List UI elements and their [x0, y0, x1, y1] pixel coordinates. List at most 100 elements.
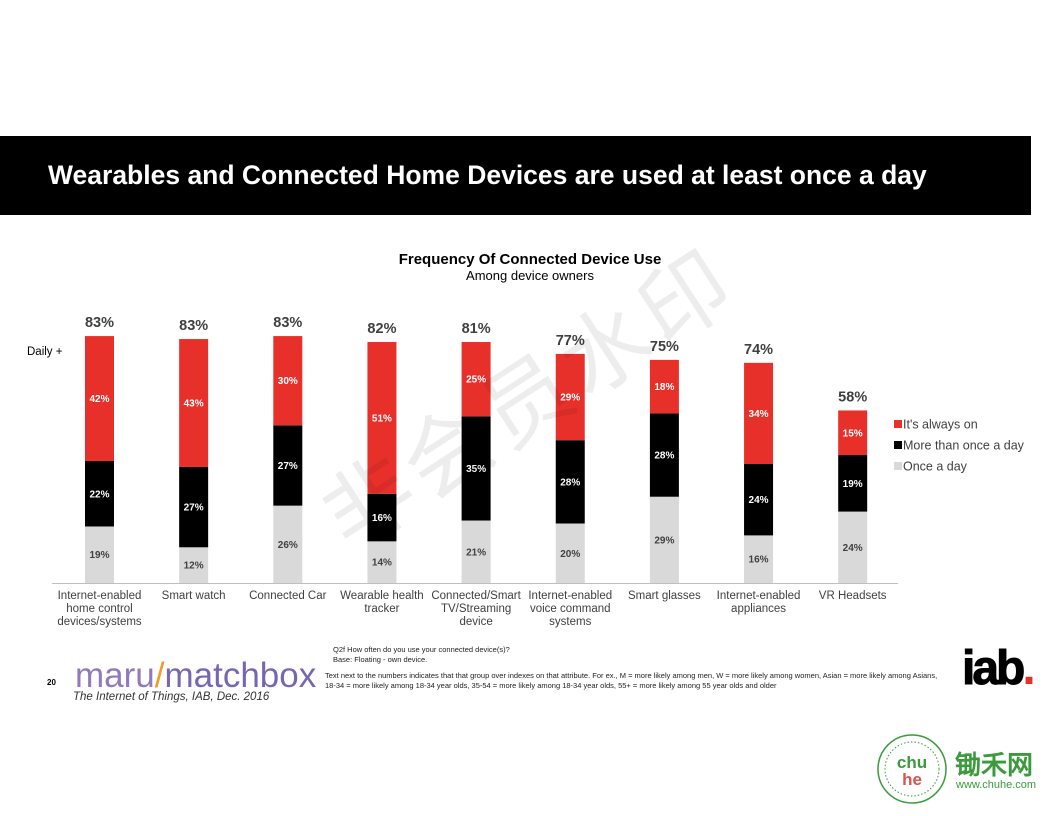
logo-matchbox-text: matchbox	[164, 656, 317, 695]
data-label-value: 12	[184, 561, 196, 572]
category-label: Connected/Smart TV/Streaming device	[431, 590, 521, 628]
data-label-once-a-day: 16%	[749, 555, 769, 566]
data-label-value: 29	[654, 535, 666, 546]
total-value: 83	[85, 315, 101, 331]
category-label: Wearable health tracker	[340, 590, 424, 615]
data-label-value: 28	[654, 451, 666, 462]
bar-segment-once-a-day	[273, 505, 303, 583]
logo-maru-text: maru	[75, 656, 155, 695]
bar-total-label: 83%	[273, 315, 302, 331]
chuhe-brand-name: 锄禾网	[955, 751, 1034, 781]
bar-segment-once-a-day	[555, 523, 585, 583]
data-label-value: 20	[560, 549, 572, 560]
data-label-suffix: %	[477, 547, 486, 558]
data-label-it-s-always-on: 25%	[466, 375, 486, 386]
bar-segment-it-s-always-on	[461, 342, 491, 417]
total-suffix: %	[195, 318, 208, 334]
bar-segment-once-a-day	[367, 541, 397, 583]
total-value: 75	[650, 339, 666, 355]
total-value: 81	[462, 321, 478, 337]
total-value: 83	[179, 318, 195, 334]
data-label-value: 15	[843, 428, 855, 439]
data-label-value: 19	[843, 479, 855, 490]
bar-segment-it-s-always-on	[744, 362, 774, 464]
bar-segment-more-than-once-a-day	[555, 440, 585, 524]
data-label-value: 24	[843, 543, 855, 554]
bar-segment-once-a-day	[649, 496, 679, 583]
data-label-value: 34	[749, 409, 761, 420]
maru-matchbox-logo: maru/matchbox	[75, 658, 316, 693]
data-label-suffix: %	[383, 558, 392, 569]
data-label-more-than-once-a-day: 19%	[843, 479, 863, 490]
total-suffix: %	[666, 339, 679, 355]
data-label-value: 21	[466, 547, 478, 558]
data-label-it-s-always-on: 42%	[89, 394, 109, 405]
total-value: 58	[838, 389, 854, 405]
bar-segment-more-than-once-a-day	[85, 461, 114, 527]
data-label-value: 14	[372, 558, 384, 569]
index-note-line-2: 18-34 = more likely among 18-34 year old…	[325, 681, 777, 690]
data-label-more-than-once-a-day: 27%	[184, 503, 204, 514]
slide-title: Wearables and Connected Home Devices are…	[48, 160, 927, 190]
data-label-it-s-always-on: 30%	[278, 376, 298, 387]
bar-segment-more-than-once-a-day	[461, 416, 491, 521]
chart-subtitle: Among device owners	[466, 268, 594, 283]
bar-segment-once-a-day	[461, 520, 491, 583]
logo-slash: /	[154, 656, 165, 695]
category-label: Smart watch	[161, 590, 226, 602]
total-value: 83	[273, 315, 289, 331]
data-label-it-s-always-on: 29%	[560, 393, 580, 404]
chuhe-seal-logo: chu he	[877, 734, 947, 804]
data-label-suffix: %	[854, 543, 863, 554]
data-label-more-than-once-a-day: 16%	[372, 513, 392, 524]
data-label-suffix: %	[854, 479, 863, 490]
legend-label-once-a-day: Once a day	[903, 460, 968, 474]
data-label-suffix: %	[101, 550, 110, 561]
seal-inner-ring	[884, 741, 940, 797]
seal-top-text: chu	[897, 753, 927, 772]
data-label-value: 30	[278, 376, 290, 387]
data-label-suffix: %	[289, 461, 298, 472]
iab-logo: iab.	[961, 642, 1035, 695]
data-label-suffix: %	[760, 495, 769, 506]
bar-segment-once-a-day	[85, 526, 114, 583]
total-suffix: %	[384, 321, 397, 337]
data-label-more-than-once-a-day: 28%	[654, 451, 674, 462]
data-label-suffix: %	[195, 399, 204, 410]
data-label-suffix: %	[666, 535, 675, 546]
seal-bottom-text: he	[902, 770, 922, 789]
data-label-suffix: %	[383, 413, 392, 424]
data-label-once-a-day: 29%	[654, 535, 674, 546]
total-value: 74	[744, 342, 760, 358]
iab-logo-dot: .	[1022, 642, 1035, 695]
bar-segment-it-s-always-on	[838, 410, 868, 456]
bar-segment-it-s-always-on	[179, 339, 209, 467]
data-label-it-s-always-on: 15%	[843, 428, 863, 439]
data-label-more-than-once-a-day: 28%	[560, 477, 580, 488]
total-suffix: %	[101, 315, 114, 331]
data-label-suffix: %	[854, 428, 863, 439]
data-label-suffix: %	[571, 549, 580, 560]
bar-segment-it-s-always-on	[555, 353, 585, 441]
data-label-value: 16	[372, 513, 384, 524]
data-label-value: 19	[89, 550, 101, 561]
total-suffix: %	[289, 315, 302, 331]
legend-swatch-more-than-once-a-day	[894, 441, 902, 449]
page-number: 20	[47, 678, 56, 687]
data-label-suffix: %	[666, 382, 675, 393]
data-label-once-a-day: 20%	[560, 549, 580, 560]
data-label-once-a-day: 12%	[184, 561, 204, 572]
survey-question-note: Q2f How often do you use your connected …	[333, 645, 510, 654]
data-label-value: 27	[184, 503, 196, 514]
legend-swatch-once-a-day	[894, 462, 902, 470]
bar-segment-more-than-once-a-day	[744, 464, 774, 536]
bar-segment-it-s-always-on	[273, 336, 303, 426]
total-value: 77	[556, 333, 572, 349]
bar-total-label: 81%	[462, 321, 491, 337]
bar-total-label: 82%	[367, 321, 396, 337]
data-label-suffix: %	[289, 540, 298, 551]
category-label: Connected Car	[249, 590, 327, 602]
legend-swatch-it-s-always-on	[894, 420, 902, 428]
data-label-value: 24	[749, 495, 761, 506]
bar-segment-more-than-once-a-day	[179, 466, 209, 548]
